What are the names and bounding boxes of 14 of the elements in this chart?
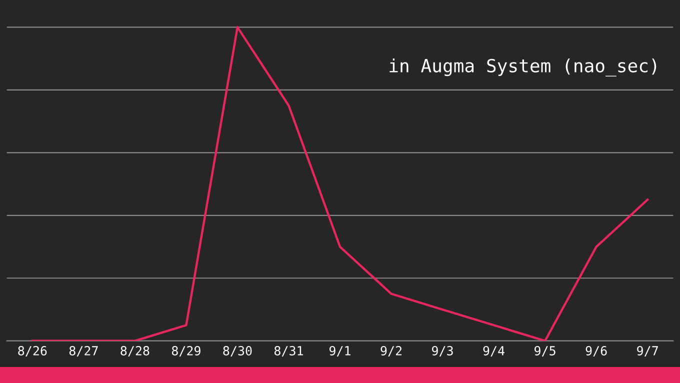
x-tick-label: 9/6 [586, 346, 607, 356]
x-tick-label: 9/4 [483, 346, 504, 356]
x-tick-label: 8/28 [120, 346, 150, 356]
x-tick-label: 9/1 [329, 346, 350, 356]
x-tick-label: 8/30 [223, 346, 252, 356]
x-tick-label: 8/27 [69, 346, 98, 356]
x-tick-label: 8/29 [172, 346, 200, 356]
text: in Augma System (nao_sec) [390, 58, 656, 76]
x-tick-label: 8/31 [274, 346, 303, 356]
x-tick-label: 8/26 [18, 346, 47, 356]
x-tick-label: 9/2 [380, 346, 402, 356]
x-tick-label: 9/3 [432, 346, 453, 356]
x-tick-label: 9/5 [534, 346, 556, 356]
x-tick-label: 9/7 [637, 346, 658, 356]
